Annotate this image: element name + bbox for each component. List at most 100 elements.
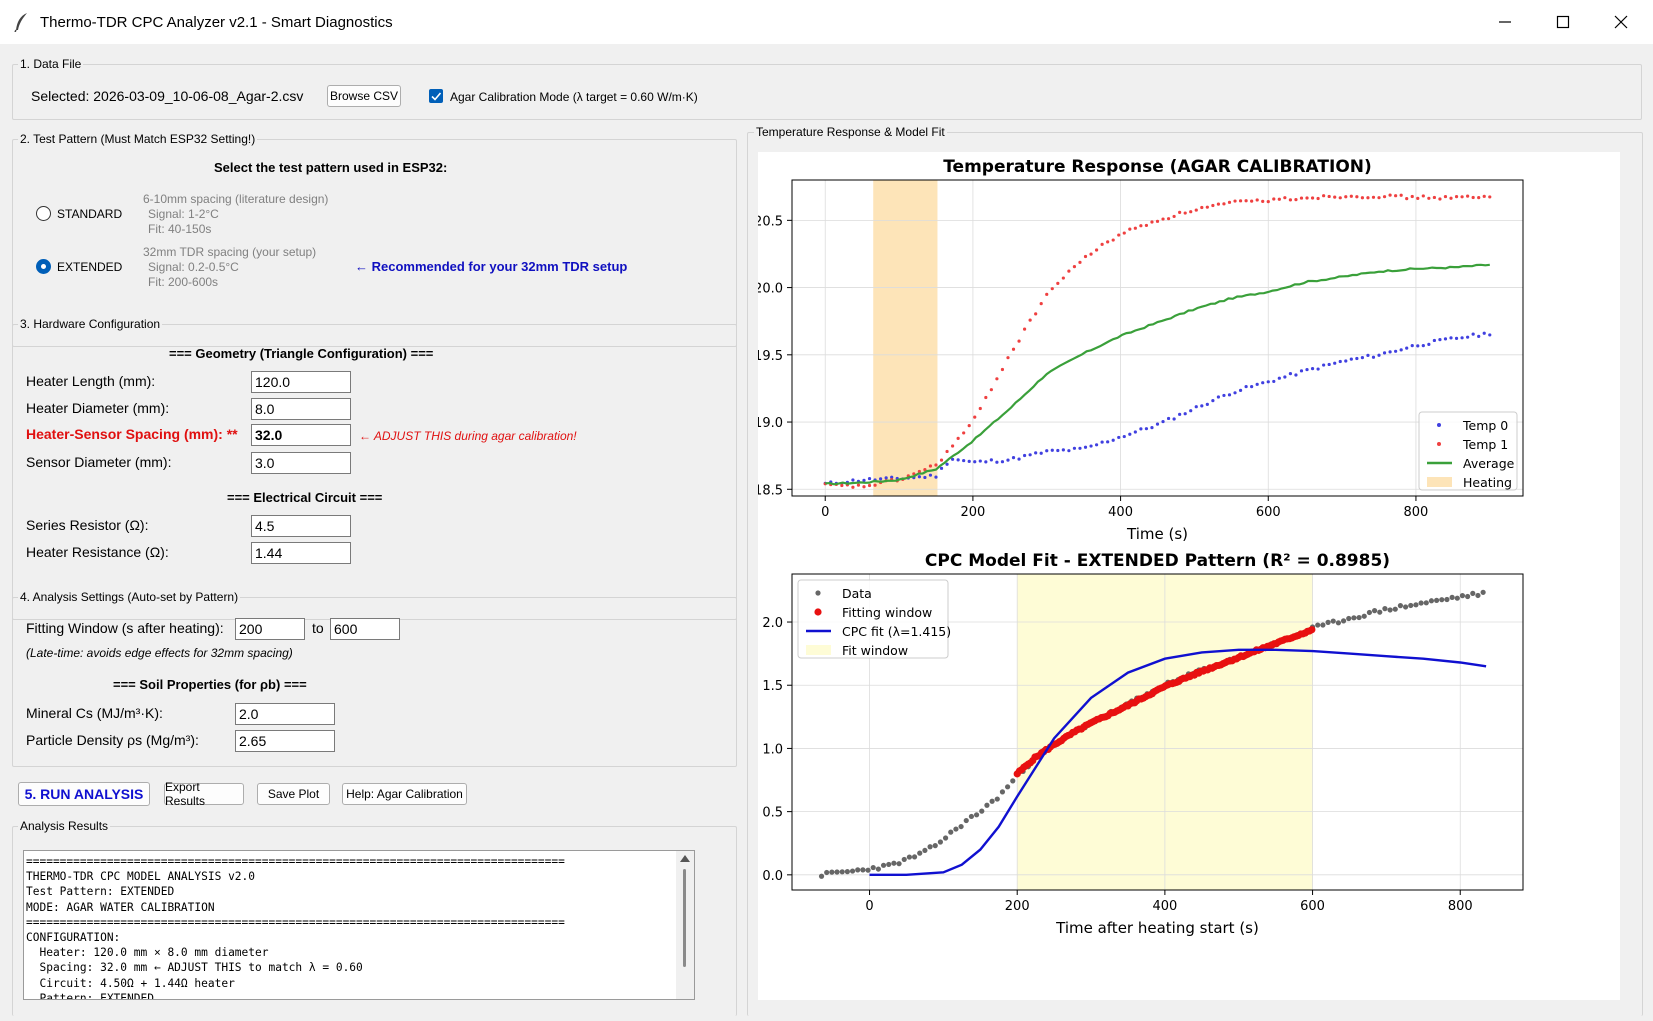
series-point — [1377, 196, 1381, 200]
export-results-button[interactable]: Export Results — [164, 780, 244, 808]
series-point — [1172, 214, 1176, 219]
scroll-thumb[interactable] — [683, 869, 686, 967]
y-tick-label: 20.5 — [758, 214, 783, 229]
series-point — [1272, 197, 1276, 201]
series-point — [989, 458, 993, 462]
series-point — [1106, 240, 1110, 244]
series-point — [1443, 337, 1448, 341]
series-point — [1471, 332, 1475, 336]
scroll-up-icon[interactable] — [680, 855, 690, 862]
results-line: ========================================… — [26, 915, 565, 929]
sensor-diameter-label: Sensor Diameter (mm): — [26, 454, 172, 470]
fitting-note: (Late-time: avoids edge effects for 32mm… — [26, 646, 293, 660]
series-point — [1122, 231, 1126, 235]
test-pattern-heading: Select the test pattern used in ESP32: — [214, 160, 448, 175]
series-point — [1454, 194, 1459, 199]
series-resistor-input[interactable]: 4.5 — [251, 515, 351, 537]
series-point — [1432, 195, 1436, 200]
series-point — [1454, 595, 1460, 601]
help-agar-button[interactable]: Help: Agar Calibration — [342, 783, 467, 805]
save-plot-button[interactable]: Save Plot — [257, 783, 330, 805]
series-point — [860, 867, 866, 873]
series-point — [1434, 597, 1440, 603]
run-analysis-button[interactable]: 5. RUN ANALYSIS — [18, 782, 150, 806]
series-point — [1078, 260, 1082, 264]
mineral-cs-input[interactable]: 2.0 — [235, 703, 335, 725]
minimize-button[interactable] — [1476, 0, 1534, 44]
series-point — [1100, 242, 1104, 246]
extended-desc-spacing: 32mm TDR spacing (your setup) — [143, 245, 317, 259]
series-point — [851, 485, 855, 489]
series-point — [1439, 597, 1445, 603]
series-point — [1408, 602, 1414, 609]
series-point — [840, 483, 844, 488]
series-point — [1100, 440, 1104, 444]
heater-resistance-input[interactable]: 1.44 — [251, 542, 351, 564]
series-point — [856, 483, 861, 487]
series-point — [1382, 351, 1387, 355]
series-point — [1006, 356, 1010, 360]
browse-csv-button[interactable]: Browse CSV — [327, 85, 401, 107]
series-point — [1366, 196, 1370, 200]
spacing-input[interactable]: 32.0 — [251, 424, 351, 446]
series-point — [1410, 343, 1414, 348]
series-point — [829, 869, 835, 875]
sensor-diameter-input[interactable]: 3.0 — [251, 452, 351, 474]
legend-label: Data — [842, 586, 872, 601]
series-point — [1155, 219, 1160, 223]
extended-radio[interactable] — [36, 259, 51, 274]
series-point — [932, 843, 938, 849]
heater-resistance-label: Heater Resistance (Ω): — [26, 544, 169, 560]
x-tick-label: 400 — [1108, 505, 1133, 520]
standard-radio[interactable] — [36, 206, 51, 221]
series-point — [1045, 292, 1049, 296]
legend-patch — [1427, 477, 1452, 487]
heater-diameter-input[interactable]: 8.0 — [251, 398, 351, 420]
series-point — [939, 466, 944, 470]
results-textbox[interactable]: ========================================… — [23, 850, 695, 1000]
analysis-settings-group — [12, 597, 737, 767]
data-file-group-label: 1. Data File — [18, 57, 84, 71]
series-point — [1308, 626, 1316, 634]
feather-icon — [14, 13, 27, 32]
maximize-button[interactable] — [1534, 0, 1592, 44]
series-point — [956, 436, 960, 441]
heater-length-label: Heater Length (mm): — [26, 373, 156, 389]
series-point — [1305, 367, 1309, 372]
series-point — [1133, 226, 1137, 230]
series-point — [1266, 199, 1270, 204]
y-tick-label: 20.0 — [758, 282, 783, 297]
series-point — [1399, 348, 1403, 352]
series-point — [834, 869, 840, 875]
series-point — [1017, 457, 1021, 461]
series-point — [1072, 264, 1077, 269]
results-scrollbar[interactable] — [676, 851, 694, 999]
series-point — [1183, 211, 1187, 215]
series-point — [1161, 217, 1165, 221]
series-point — [1244, 384, 1248, 389]
x-tick-label: 800 — [1448, 899, 1473, 914]
series-point — [1482, 331, 1486, 335]
series-point — [855, 867, 861, 873]
series-point — [1050, 448, 1054, 452]
particle-density-input[interactable]: 2.65 — [235, 730, 335, 752]
series-point — [1360, 196, 1365, 200]
series-point — [870, 864, 876, 871]
heater-length-input[interactable]: 120.0 — [251, 371, 351, 393]
series-point — [1094, 443, 1099, 447]
series-point — [1325, 619, 1331, 625]
series-point — [1117, 233, 1121, 237]
standard-desc-signal: Signal: 1-2°C — [148, 207, 219, 221]
series-point — [958, 823, 964, 830]
fit-end-input[interactable]: 600 — [330, 618, 400, 640]
agar-mode-checkbox[interactable] — [429, 89, 443, 103]
fit-start-input[interactable]: 200 — [235, 618, 305, 640]
series-point — [1233, 199, 1237, 203]
series-point — [818, 873, 825, 879]
series-point — [1000, 460, 1005, 464]
series-point — [967, 424, 971, 428]
test-pattern-group — [12, 139, 737, 347]
close-button[interactable] — [1592, 0, 1650, 44]
results-line: MODE: AGAR WATER CALIBRATION — [26, 900, 215, 914]
series-point — [1444, 596, 1450, 603]
